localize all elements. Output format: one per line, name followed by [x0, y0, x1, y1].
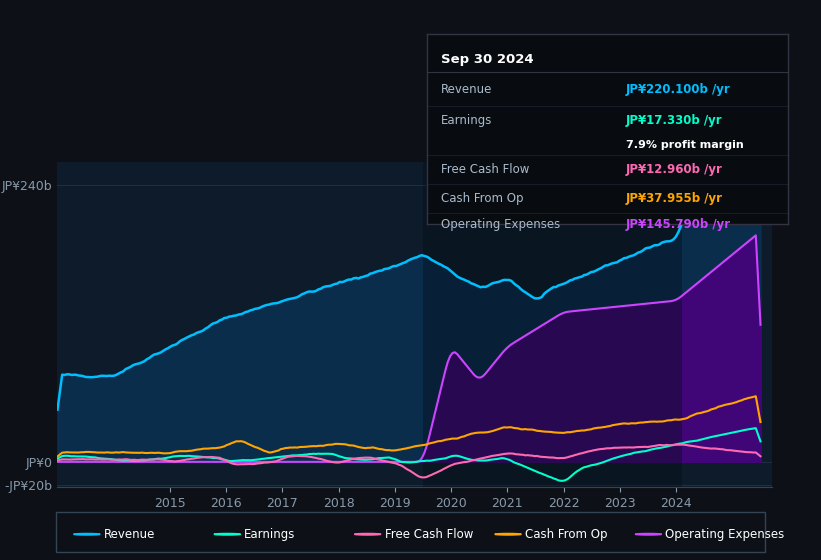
Text: JP¥12.960b /yr: JP¥12.960b /yr: [626, 163, 722, 176]
Text: Free Cash Flow: Free Cash Flow: [442, 163, 530, 176]
Circle shape: [355, 534, 381, 535]
Text: Earnings: Earnings: [442, 114, 493, 127]
Text: Cash From Op: Cash From Op: [442, 192, 524, 204]
Circle shape: [74, 534, 100, 535]
Text: JP¥37.955b /yr: JP¥37.955b /yr: [626, 192, 722, 204]
Text: Revenue: Revenue: [104, 528, 155, 541]
Text: 7.9% profit margin: 7.9% profit margin: [626, 140, 743, 150]
Text: Sep 30 2024: Sep 30 2024: [442, 53, 534, 66]
Circle shape: [495, 534, 521, 535]
Text: Operating Expenses: Operating Expenses: [666, 528, 785, 541]
Text: Operating Expenses: Operating Expenses: [442, 218, 561, 231]
Text: Earnings: Earnings: [245, 528, 296, 541]
Text: Free Cash Flow: Free Cash Flow: [384, 528, 473, 541]
Text: Revenue: Revenue: [442, 83, 493, 96]
Text: JP¥220.100b /yr: JP¥220.100b /yr: [626, 83, 731, 96]
Text: JP¥17.330b /yr: JP¥17.330b /yr: [626, 114, 722, 127]
Circle shape: [214, 534, 241, 535]
Circle shape: [635, 534, 662, 535]
Bar: [423, 162, 681, 487]
Text: JP¥145.790b /yr: JP¥145.790b /yr: [626, 218, 731, 231]
Text: Cash From Op: Cash From Op: [525, 528, 608, 541]
